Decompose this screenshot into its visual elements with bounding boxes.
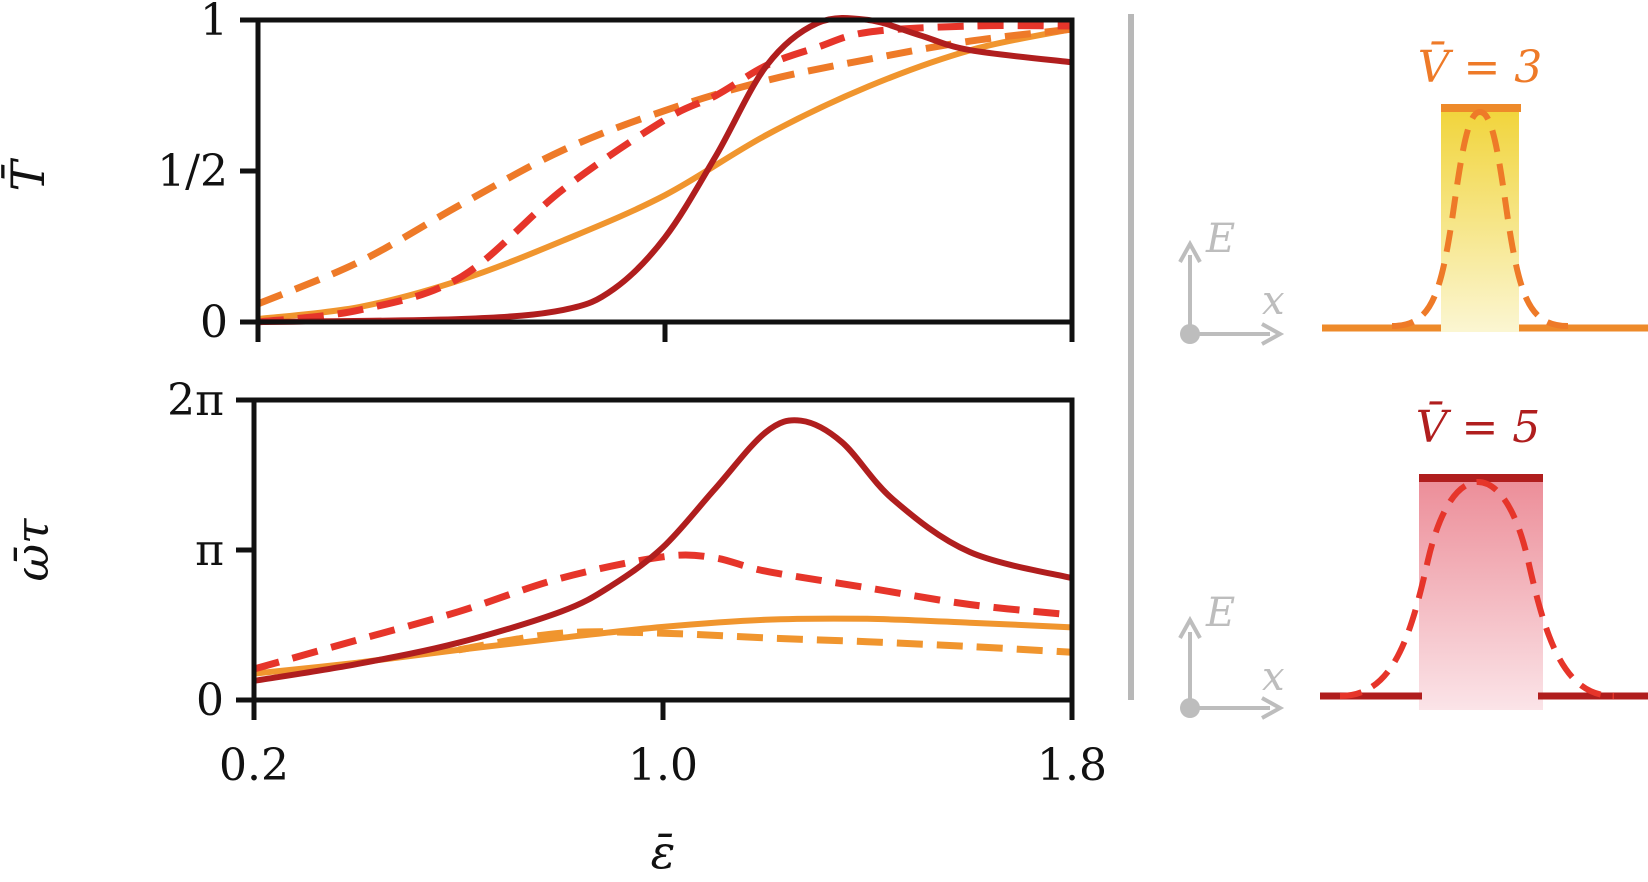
inset-2-energy-arrow-icon: [1178, 615, 1202, 639]
transmission-panel: 0 1/2 1 T̄: [0, 0, 1075, 348]
series-line-top-2: [257, 22, 1073, 326]
x-tick-label: 1.0: [628, 740, 698, 791]
inset-1-position-arrow-icon: [1261, 322, 1285, 346]
inset-2-title: V̄ = 5: [1416, 400, 1541, 453]
inset-potential-3: V̄ = 3 E x: [1178, 40, 1648, 346]
bottom-y-axis-label: ω̄τ: [5, 517, 59, 582]
series-line-bottom-3: [253, 417, 1073, 684]
top-plot-frame: [255, 17, 1075, 325]
inset-2-position-arrow-icon: [1261, 696, 1285, 720]
series-line-top-3: [257, 14, 1073, 325]
series-line-top-1: [256, 25, 1073, 308]
inset-potential-5: V̄ = 5 E x: [1178, 400, 1648, 720]
inset-1-position-label: x: [1262, 278, 1285, 324]
series-line-top-0: [257, 26, 1073, 322]
x-tick-label: 0.2: [219, 740, 289, 791]
top-y-axis-label: T̄: [0, 157, 55, 191]
x-axis-label: ε̄: [651, 825, 676, 879]
y-tick-label: 0: [196, 675, 224, 726]
inset-2-position-label: x: [1262, 654, 1285, 700]
bottom-axis-ticks: 0 π 2π 0.2 1.0 1.8: [167, 375, 1107, 791]
y-tick-label: π: [195, 525, 224, 576]
y-tick-label: 1: [200, 0, 228, 46]
inset-1-well: [1441, 108, 1519, 332]
series-line-bottom-1: [457, 628, 1073, 656]
transmission-curves: [256, 14, 1073, 326]
y-tick-label: 0: [200, 297, 228, 348]
series-line-bottom-2: [253, 551, 1073, 673]
frequency-panel: 0 π 2π 0.2 1.0 1.8 ω̄τ ε̄: [5, 375, 1107, 879]
inset-2-wavepacket: [1339, 478, 1615, 699]
x-tick-label: 1.8: [1037, 740, 1107, 791]
frequency-curves: [253, 417, 1073, 684]
inset-2-energy-label: E: [1205, 590, 1235, 636]
inset-2-well: [1419, 478, 1543, 710]
inset-1-energy-label: E: [1205, 216, 1235, 262]
y-tick-label: 2π: [167, 375, 224, 426]
inset-1-title: V̄ = 3: [1418, 40, 1543, 93]
inset-1-wavepacket: [1391, 108, 1569, 329]
inset-1-energy-arrow-icon: [1178, 239, 1202, 263]
y-tick-label: 1/2: [157, 146, 228, 197]
top-axis-ticks: 0 1/2 1: [157, 0, 1075, 348]
